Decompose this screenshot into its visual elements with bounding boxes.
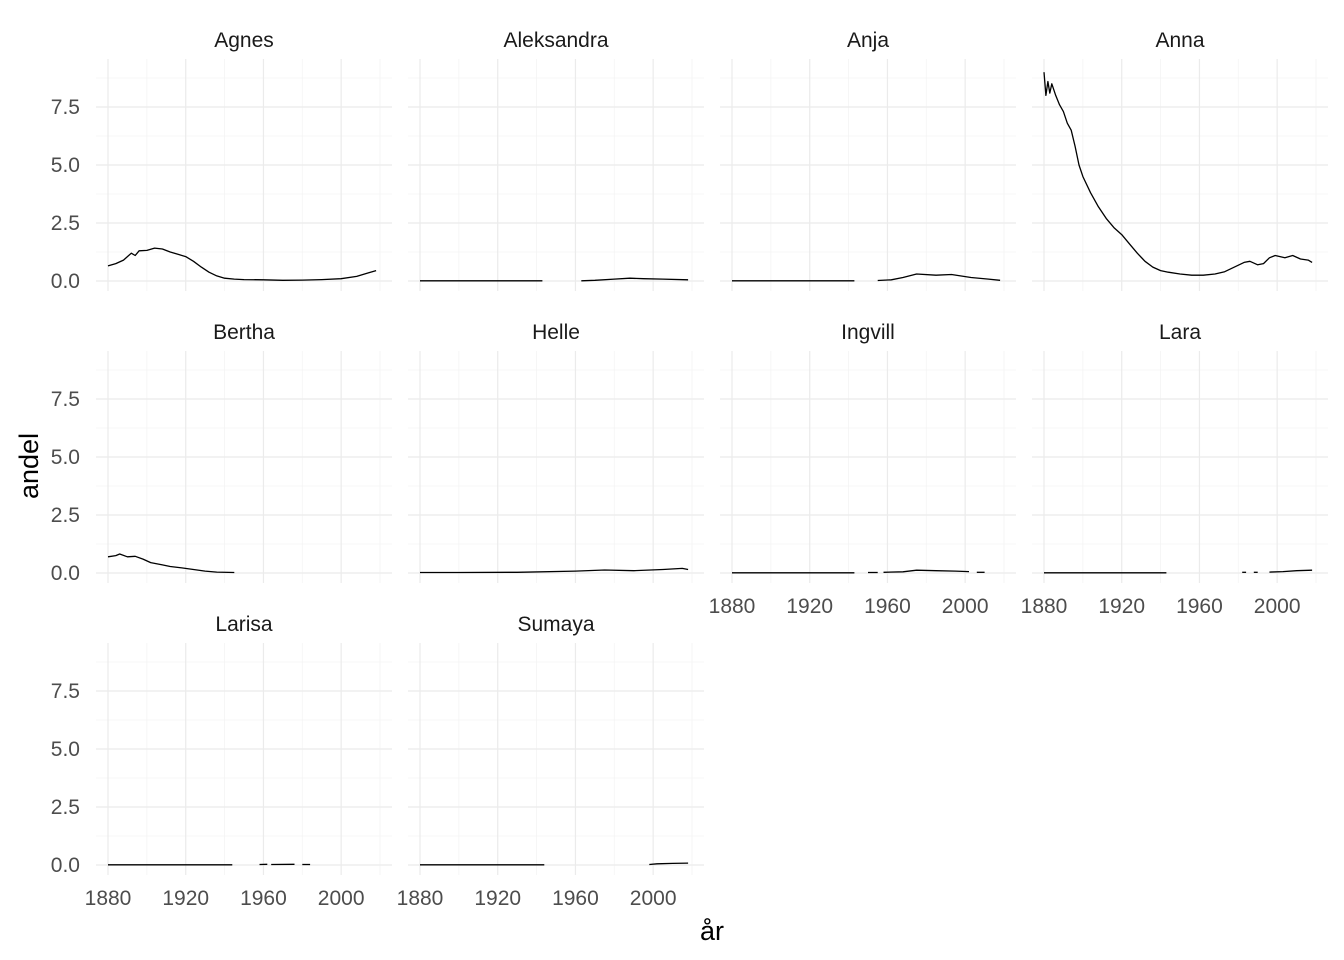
y-axis-title: andel [14, 433, 44, 499]
facet-title: Aleksandra [503, 29, 608, 52]
facet-panel-anja: Anja [720, 29, 1016, 291]
x-tick-label: 1880 [1021, 595, 1068, 618]
facet-panel-helle: Helle [408, 321, 704, 583]
x-tick-label: 2000 [630, 887, 677, 910]
series-line [1043, 72, 1313, 276]
facet-title: Helle [532, 321, 580, 344]
y-tick-label: 5.0 [51, 446, 80, 469]
y-tick-label: 5.0 [51, 738, 80, 761]
facet-title: Lara [1159, 321, 1201, 344]
facet-panel-anna: Anna [1032, 29, 1328, 291]
y-tick-label: 5.0 [51, 154, 80, 177]
facet-panel-aleksandra: Aleksandra [408, 29, 704, 291]
facet-title: Anja [847, 29, 889, 52]
series-line [420, 567, 689, 574]
facet-panel-larisa: Larisa 0.0 2.5 5.0 7.5 1880 1920 1960 2000 [51, 613, 392, 910]
facet-panel-ingvill: Ingvill 1880 1920 1960 2000 [709, 321, 1016, 618]
y-tick-label: 7.5 [51, 388, 80, 411]
series-line [883, 569, 970, 573]
series-line [107, 247, 377, 281]
y-tick-label: 7.5 [51, 680, 80, 703]
series-line [649, 862, 689, 866]
x-tick-label: 1920 [1098, 595, 1145, 618]
x-axis-title: år [700, 916, 724, 946]
facet-title: Anna [1155, 29, 1204, 52]
y-tick-label: 2.5 [51, 796, 80, 819]
x-tick-label: 2000 [318, 887, 365, 910]
y-tick-label: 0.0 [51, 854, 80, 877]
series-line [107, 553, 235, 574]
y-tick-label: 0.0 [51, 270, 80, 293]
x-tick-label: 1880 [709, 595, 756, 618]
facet-panel-lara: Lara 1880 1920 1960 2000 [1021, 321, 1328, 618]
y-tick-label: 2.5 [51, 504, 80, 527]
facet-panel-bertha: Bertha 0.0 2.5 5.0 7.5 [51, 321, 392, 585]
x-tick-label: 1960 [864, 595, 911, 618]
x-tick-label: 1880 [85, 887, 132, 910]
facet-title: Bertha [213, 321, 275, 344]
x-tick-label: 1960 [552, 887, 599, 910]
facet-panels: Agnes 0.0 2.5 5.0 7.5 Aleksandra Anja Anna Berth… [51, 29, 1328, 910]
facet-title: Larisa [215, 613, 273, 636]
x-tick-label: 2000 [942, 595, 989, 618]
x-tick-label: 1880 [397, 887, 444, 910]
facet-title: Sumaya [517, 613, 594, 636]
facet-title: Ingvill [841, 321, 895, 344]
series-line [581, 277, 689, 282]
x-tick-label: 2000 [1254, 595, 1301, 618]
y-tick-label: 7.5 [51, 96, 80, 119]
y-tick-label: 0.0 [51, 562, 80, 585]
series-line [877, 273, 1001, 282]
facet-panel-sumaya: Sumaya 1880 1920 1960 2000 [397, 613, 704, 910]
x-tick-label: 1920 [162, 887, 209, 910]
x-tick-label: 1960 [240, 887, 287, 910]
facet-title: Agnes [214, 29, 274, 52]
y-tick-label: 2.5 [51, 212, 80, 235]
x-tick-label: 1920 [786, 595, 833, 618]
x-tick-label: 1920 [474, 887, 521, 910]
x-tick-label: 1960 [1176, 595, 1223, 618]
facet-panel-agnes: Agnes 0.0 2.5 5.0 7.5 [51, 29, 392, 293]
series-line [1269, 569, 1313, 573]
